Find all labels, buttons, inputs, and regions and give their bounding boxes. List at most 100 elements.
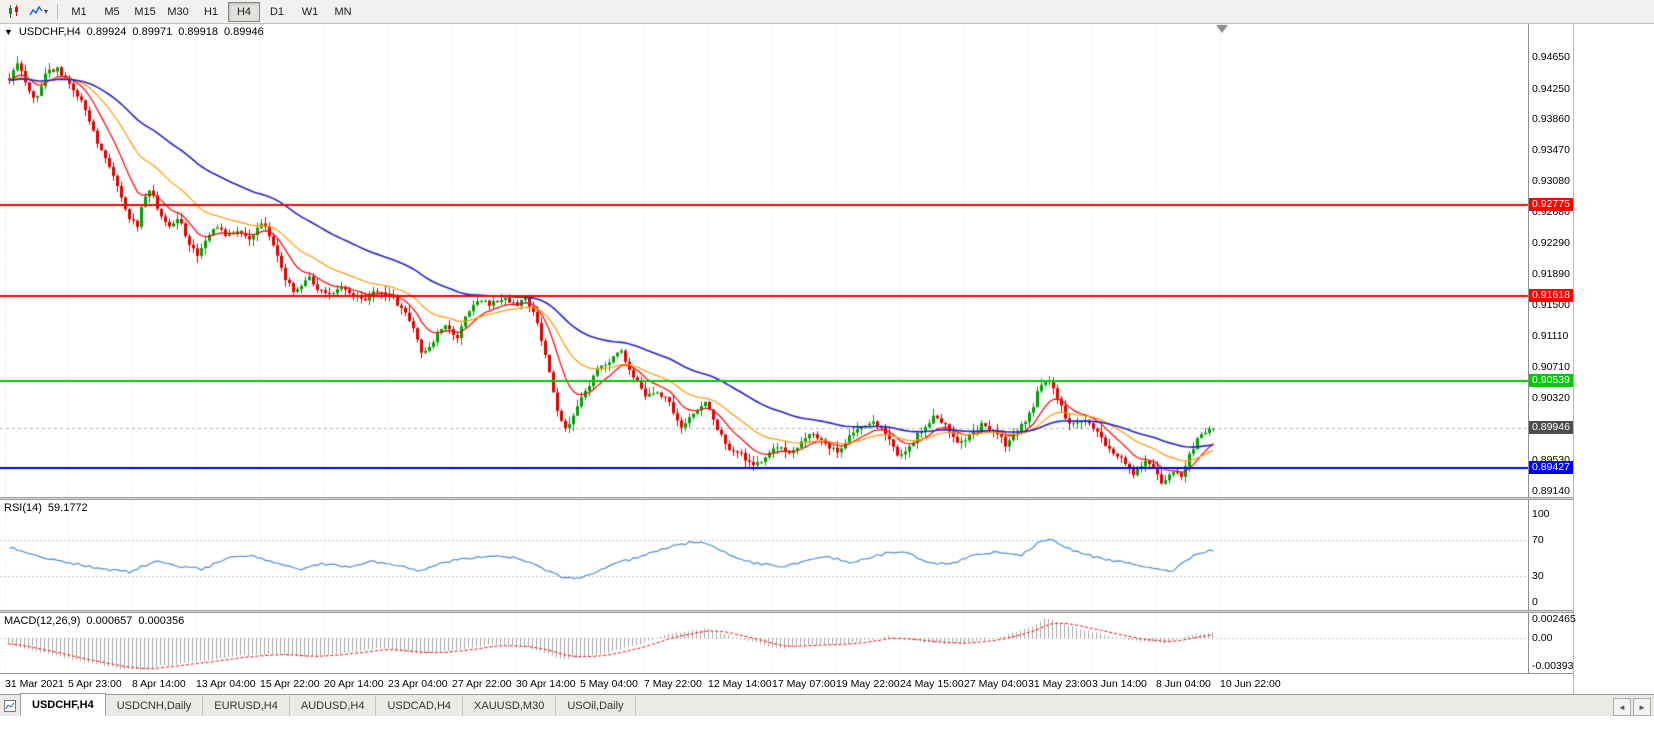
tab-scroll-right-button[interactable]: ►	[1633, 698, 1651, 716]
timeframe-button-h1[interactable]: H1	[203, 5, 219, 18]
time-axis-label: 13 Apr 04:00	[196, 678, 256, 690]
price-axis-label: 0.91500	[1532, 299, 1570, 312]
price-axis-label: 0.89140	[1532, 485, 1570, 497]
rsi-axis-label: 30	[1532, 569, 1544, 582]
charts-list-icon	[0, 696, 20, 716]
time-axis-label: 24 May 15:00	[900, 678, 964, 690]
price-axis-label: 0.94650	[1532, 51, 1570, 63]
chart-window: ▼ USDCHF,H4 0.89924 0.89971 0.89918 0.89…	[0, 24, 1576, 695]
time-axis-label: 20 Apr 14:00	[324, 678, 384, 690]
macd-axis-label: 0.00	[1532, 632, 1553, 644]
macd-axis-label: -0.00393	[1532, 660, 1574, 672]
rsi-axis-label: 100	[1532, 508, 1550, 520]
rsi-axis[interactable]: 100 70 30 0	[1528, 500, 1573, 610]
time-axis-label: 3 Jun 14:00	[1092, 678, 1147, 690]
price-axis-label: 0.90320	[1532, 392, 1570, 405]
rsi-axis-label: 70	[1532, 534, 1544, 547]
chart-expander-icon[interactable]: ▼	[4, 27, 13, 37]
rsi-header: RSI(14) 59.1772	[4, 502, 88, 514]
chart-tab-usoil-daily[interactable]: USOil,Daily	[556, 696, 636, 716]
chart-tab-xauusd-m30[interactable]: XAUUSD,M30	[463, 696, 557, 716]
high-value: 0.89971	[132, 26, 173, 38]
indicators-dropdown-button[interactable]: ▾	[25, 1, 52, 23]
rsi-panel: RSI(14) 59.1772	[0, 500, 1528, 610]
timeframe-button-group: M1 M5 M15 M30 H1 H4 D1 W1 MN	[63, 1, 359, 22]
symbol-period-label: USDCHF,H4	[18, 26, 81, 38]
time-axis-label: 23 Apr 04:00	[388, 678, 448, 690]
panel-splitter[interactable]	[0, 497, 1573, 500]
rsi-canvas[interactable]	[0, 500, 1528, 610]
tab-strip: USDCHF,H4 USDCNH,Daily EURUSD,H4 AUDUSD,H4 U…	[20, 693, 636, 716]
chart-tab-eurusd-h4[interactable]: EURUSD,H4	[203, 696, 290, 716]
low-value: 0.89918	[178, 26, 218, 38]
timeframe-button-w1[interactable]: W1	[301, 5, 319, 18]
hline-price-tag: 0.91618	[1529, 288, 1573, 302]
macd-panel: MACD(12,26,9) 0.000657 0.000356	[0, 613, 1528, 673]
hline-price-tag: 0.90539	[1529, 373, 1573, 387]
time-axis-label: 7 May 22:00	[644, 678, 702, 690]
price-axis-label: 0.93470	[1532, 143, 1570, 156]
macd-axis[interactable]: 0.002465 0.00 -0.00393	[1528, 613, 1576, 673]
timeframe-button-m5[interactable]: M5	[104, 5, 120, 18]
macd-main-value: 0.000657	[86, 615, 133, 627]
time-axis-label: 15 Apr 22:00	[260, 678, 320, 690]
rsi-indicator-name: RSI(14)	[4, 502, 42, 514]
timeframe-button-mn[interactable]: MN	[334, 5, 352, 18]
price-chart-panel: ▼ USDCHF,H4 0.89924 0.89971 0.89918 0.89…	[0, 24, 1528, 497]
candlestick-chart-icon	[9, 5, 18, 18]
chart-tab-bar: USDCHF,H4 USDCNH,Daily EURUSD,H4 AUDUSD,H4 U…	[0, 693, 1654, 716]
time-axis-label: 8 Jun 04:00	[1156, 678, 1211, 690]
time-axis[interactable]: 31 Mar 2021 5 Apr 23:00 8 Apr 14:00 13 Apr …	[0, 673, 1573, 695]
time-axis-label: 10 Jun 22:00	[1220, 678, 1281, 690]
rsi-axis-label: 0	[1532, 596, 1538, 608]
hline-price-tag: 0.89427	[1529, 461, 1573, 475]
chart-tab-audusd-h4[interactable]: AUDUSD,H4	[290, 696, 377, 716]
price-axis-label: 0.93860	[1532, 113, 1570, 126]
macd-axis-label: 0.002465	[1532, 613, 1576, 625]
timeframe-button-m1[interactable]: M1	[71, 5, 87, 18]
chart-tab-usdcad-h4[interactable]: USDCAD,H4	[376, 696, 464, 716]
price-axis-label: 0.90710	[1532, 361, 1570, 374]
timeframe-button-m15[interactable]: M15	[134, 5, 156, 18]
macd-indicator-name: MACD(12,26,9)	[4, 615, 81, 627]
time-axis-label: 5 May 04:00	[580, 678, 638, 690]
toolbar-separator	[57, 3, 59, 20]
price-axis-label: 0.92290	[1532, 236, 1570, 249]
macd-header: MACD(12,26,9) 0.000657 0.000356	[4, 615, 184, 627]
time-axis-label: 27 May 04:00	[964, 678, 1028, 690]
time-axis-label: 5 Apr 23:00	[68, 678, 122, 690]
time-axis-label: 19 May 22:00	[836, 678, 900, 690]
ohlc-header: ▼ USDCHF,H4 0.89924 0.89971 0.89918 0.89…	[4, 26, 264, 38]
time-axis-label: 8 Apr 14:00	[132, 678, 186, 690]
close-value: 0.89946	[223, 26, 264, 38]
price-axis-label: 0.94250	[1532, 82, 1570, 95]
time-axis-label: 31 Mar 2021	[5, 678, 64, 690]
timeframe-button-h4[interactable]: H4	[228, 1, 261, 22]
hline-price-tag: 0.92775	[1529, 197, 1573, 211]
chart-tab-usdcnh-daily[interactable]: USDCNH,Daily	[106, 696, 204, 716]
tab-scroll-left-button[interactable]: ◄	[1613, 698, 1631, 716]
chevron-down-icon: ▾	[44, 7, 49, 16]
macd-signal-value: 0.000356	[138, 615, 185, 627]
candlestick-chart-icon-button[interactable]	[3, 1, 25, 23]
indicators-icon	[29, 5, 43, 16]
time-axis-label: 31 May 23:00	[1028, 678, 1092, 690]
panel-splitter[interactable]	[0, 610, 1573, 613]
macd-canvas[interactable]	[0, 613, 1528, 673]
tab-scroll-buttons: ◄ ►	[1613, 698, 1651, 716]
time-axis-label: 30 Apr 14:00	[516, 678, 576, 690]
price-axis-label: 0.91110	[1532, 329, 1569, 342]
toolbar: ▾ M1 M5 M15 M30 H1 H4 D1 W1 MN	[0, 0, 1654, 24]
chart-tab-usdchf-h4[interactable]: USDCHF,H4	[20, 693, 106, 716]
timeframe-button-m30[interactable]: M30	[167, 5, 189, 18]
time-axis-label: 27 Apr 22:00	[452, 678, 512, 690]
open-value: 0.89924	[86, 26, 127, 38]
timeframe-button-d1[interactable]: D1	[269, 5, 285, 18]
rsi-current-value: 59.1772	[47, 502, 88, 514]
price-chart-canvas[interactable]	[0, 24, 1528, 497]
price-axis-label: 0.93080	[1532, 174, 1570, 187]
time-axis-label: 12 May 14:00	[708, 678, 772, 690]
time-axis-label: 17 May 07:00	[772, 678, 836, 690]
price-axis-label: 0.91890	[1532, 268, 1570, 281]
price-axis[interactable]: 0.94650 0.94250 0.93860 0.93470 0.93080 0.926…	[1528, 24, 1573, 497]
